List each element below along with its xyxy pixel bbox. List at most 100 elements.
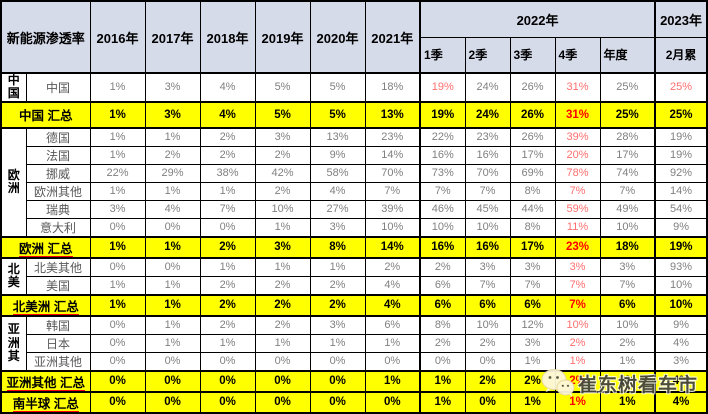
table-cell: 1% bbox=[144, 235, 201, 259]
row-label: 北美其他 bbox=[25, 257, 91, 277]
table-cell: 9% bbox=[309, 145, 366, 165]
table-cell: 1% bbox=[419, 390, 466, 414]
table-cell: 3% bbox=[254, 127, 311, 147]
table-cell: 26% bbox=[509, 72, 556, 103]
table-cell: 2% bbox=[199, 145, 256, 165]
table-cell: 4% bbox=[654, 333, 708, 353]
col-header-year: 2018年 bbox=[199, 0, 256, 74]
table-row: 亚洲其他 汇总 0% 0% 0% 0% 0% 1% 1% 2% 2% 2% 2% 4% bbox=[0, 369, 708, 393]
table-cell: 0% bbox=[144, 390, 201, 414]
table-cell: 1% bbox=[89, 181, 146, 201]
col-header-quarter: 3季 bbox=[509, 36, 556, 74]
row-label-text: 北美洲 汇总 bbox=[12, 299, 79, 314]
table-row: 瑞典 3% 4% 7% 10% 27% 39% 46% 45% 44% 59% 49% 54% bbox=[1, 199, 708, 219]
table-cell: 4% bbox=[199, 72, 256, 103]
table-cell: 0% bbox=[89, 217, 146, 238]
table-cell: 1% bbox=[254, 257, 311, 277]
table-row: 欧洲 汇总 1% 1% 2% 3% 8% 14% 16% 16% 17% 23% 18% 19% bbox=[0, 235, 708, 259]
row-label: 北美洲 汇总 bbox=[0, 293, 91, 317]
table-cell: 7% bbox=[554, 275, 601, 296]
table-cell: 9% bbox=[654, 315, 708, 335]
table-row: 总计1%1%2%2%4%8%11%12%14%17%13%17% bbox=[0, 411, 708, 414]
table-cell: 23% bbox=[364, 127, 421, 147]
table-cell: 2% bbox=[199, 275, 256, 296]
table-cell: 0% bbox=[364, 390, 421, 414]
table-cell: 8% bbox=[309, 235, 366, 259]
table-cell: 1% bbox=[554, 390, 601, 414]
table-body: 中 国中国 1% 3% 4% 5% 5% 18% 19% 24% 26% 31% 25% 25% 中国 汇… bbox=[0, 72, 708, 414]
table-cell: 3% bbox=[509, 257, 556, 277]
table-cell: 17% bbox=[509, 145, 556, 165]
table-cell: 10% bbox=[364, 217, 421, 238]
table-cell: 2% bbox=[144, 145, 201, 165]
table-cell: 0% bbox=[144, 257, 201, 277]
table-cell: 42% bbox=[254, 163, 311, 183]
table-cell: 28% bbox=[599, 127, 656, 147]
table-cell: 0% bbox=[309, 390, 366, 414]
table-cell: 10% bbox=[554, 315, 601, 335]
table-cell: 2% bbox=[419, 333, 466, 353]
table-cell: 7% bbox=[554, 293, 601, 317]
table-row: 北 美北美其他 0% 0% 1% 1% 1% 2% 2% 3% 3% 3% 3% 93% bbox=[0, 257, 708, 296]
table-cell: 2% bbox=[599, 369, 656, 393]
col-header-quarter: 2季 bbox=[464, 36, 511, 74]
table-cell: 44% bbox=[509, 199, 556, 219]
table-cell: 10% bbox=[654, 275, 708, 296]
table-cell: 18% bbox=[364, 72, 421, 103]
table-cell: 3% bbox=[89, 199, 146, 219]
table-cell: 4% bbox=[654, 369, 708, 393]
table-cell: 1% bbox=[89, 275, 146, 296]
table-cell: 3% bbox=[309, 217, 366, 238]
table-cell: 4% bbox=[309, 181, 366, 201]
table-cell: 4% bbox=[364, 275, 421, 296]
table-cell: 0% bbox=[199, 217, 256, 238]
table-cell: 2% bbox=[199, 293, 256, 317]
table-cell: 2% bbox=[599, 333, 656, 353]
row-label-text: 亚洲其他 汇总 bbox=[6, 375, 85, 390]
col-header-year: 2019年 bbox=[254, 0, 311, 74]
table-cell: 22% bbox=[419, 127, 466, 147]
table-cell: 26% bbox=[509, 127, 556, 147]
table-cell: 3% bbox=[554, 257, 601, 277]
table-cell: 10% bbox=[654, 293, 708, 317]
region-group-label: 中 国 bbox=[0, 72, 27, 103]
table-cell: 3% bbox=[599, 257, 656, 277]
table-cell: 0% bbox=[89, 333, 146, 353]
table-cell: 7% bbox=[199, 199, 256, 219]
table-cell: 1% bbox=[89, 145, 146, 165]
row-label-text: 南半球 汇总 bbox=[12, 396, 79, 411]
table-cell: 17% bbox=[509, 235, 556, 259]
table-cell: 1% bbox=[144, 333, 201, 353]
table-title: 新能源渗透率 bbox=[0, 0, 91, 74]
table-cell: 7% bbox=[599, 275, 656, 296]
table-cell: 31% bbox=[554, 100, 601, 129]
table-cell: 16% bbox=[419, 235, 466, 259]
row-label: 欧洲 汇总 bbox=[0, 235, 91, 259]
table-cell: 1% bbox=[89, 100, 146, 129]
table-row: 美国 1% 1% 2% 2% 2% 4% 6% 7% 7% 7% 7% 10% bbox=[1, 275, 708, 296]
table-cell: 8% bbox=[419, 315, 466, 335]
table-cell: 0% bbox=[144, 217, 201, 238]
table-cell: 2% bbox=[254, 145, 311, 165]
table-row: 中 国中国 1% 3% 4% 5% 5% 18% 19% 24% 26% 31% 25% 25% bbox=[0, 72, 708, 103]
table-cell: 1% bbox=[89, 293, 146, 317]
table-row: 法国 1% 2% 2% 2% 9% 14% 16% 16% 17% 20% 17% 19% bbox=[1, 145, 708, 165]
row-label: 挪威 bbox=[25, 163, 91, 183]
table-cell: 59% bbox=[554, 199, 601, 219]
table-cell: 23% bbox=[554, 235, 601, 259]
table-row: 意大利 0% 0% 0% 1% 3% 10% 10% 10% 8% 11% 10% 9% bbox=[1, 217, 708, 238]
table-cell: 0% bbox=[89, 369, 146, 393]
table-cell: 6% bbox=[364, 315, 421, 335]
table-cell: 0% bbox=[89, 315, 146, 335]
table-cell: 4% bbox=[654, 390, 708, 414]
row-label: 韩国 bbox=[25, 315, 91, 335]
table-cell: 39% bbox=[554, 127, 601, 147]
table-cell: 1% bbox=[509, 390, 556, 414]
row-label: 意大利 bbox=[25, 217, 91, 238]
table-cell: 0% bbox=[89, 351, 146, 372]
table-row: 挪威 22% 29% 38% 42% 58% 70% 73% 70% 69% 78% 74% 92% bbox=[1, 163, 708, 183]
table-cell: 2% bbox=[464, 333, 511, 353]
table-cell: 25% bbox=[654, 72, 708, 103]
row-label: 美国 bbox=[25, 275, 91, 296]
table-row: 亚 洲 其韩国 0% 1% 2% 2% 3% 6% 8% 10% 12% 10% 10% 9% bbox=[0, 315, 708, 372]
